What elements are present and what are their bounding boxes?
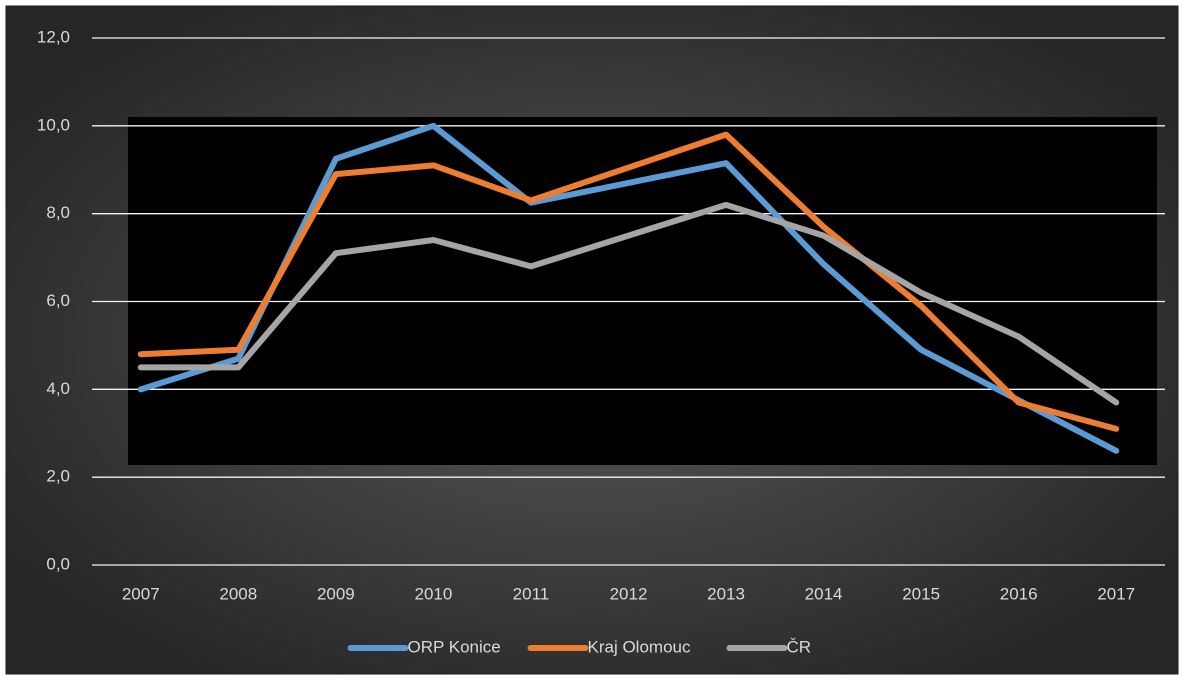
x-tick-label: 2014: [805, 584, 843, 603]
y-tick-label: 2,0: [46, 467, 70, 486]
legend-label: ORP Konice: [408, 637, 501, 656]
y-tick-label: 10,0: [37, 115, 70, 134]
y-tick-label: 0,0: [46, 554, 70, 573]
x-tick-label: 2012: [610, 584, 648, 603]
x-tick-label: 2008: [219, 584, 257, 603]
series-line: [137, 131, 1120, 432]
legend-label: Kraj Olomouc: [588, 637, 691, 656]
x-tick-label: 2015: [902, 584, 940, 603]
y-tick-label: 4,0: [46, 379, 70, 398]
x-tick-label: 2011: [513, 584, 550, 603]
y-tick-label: 6,0: [46, 291, 70, 310]
y-tick-label: 8,0: [46, 203, 70, 222]
y-tick-label: 12,0: [37, 27, 70, 46]
x-tick-label: 2010: [414, 584, 452, 603]
x-tick-label: 2007: [122, 584, 160, 603]
x-tick-label: 2017: [1097, 584, 1135, 603]
plot-area: [128, 117, 1157, 465]
legend-label: ČR: [787, 637, 812, 656]
series-line: [137, 201, 1120, 406]
x-tick-label: 2016: [1000, 584, 1038, 603]
series-line: [137, 122, 1120, 454]
x-tick-label: 2013: [707, 584, 745, 603]
x-tick-label: 2009: [317, 584, 355, 603]
